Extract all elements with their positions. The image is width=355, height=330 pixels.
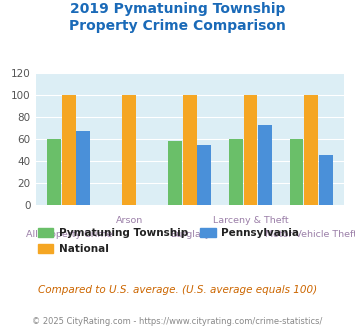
Text: Arson: Arson xyxy=(116,216,143,225)
Text: © 2025 CityRating.com - https://www.cityrating.com/crime-statistics/: © 2025 CityRating.com - https://www.city… xyxy=(32,317,323,326)
Bar xyxy=(258,125,272,205)
Bar xyxy=(304,95,318,205)
Bar xyxy=(62,95,76,205)
Text: Larceny & Theft: Larceny & Theft xyxy=(213,216,288,225)
Bar xyxy=(183,95,197,205)
Bar xyxy=(229,139,243,205)
Bar xyxy=(244,95,257,205)
Bar xyxy=(168,141,182,205)
Bar xyxy=(47,139,61,205)
Bar xyxy=(122,95,136,205)
Legend: Pymatuning Township, National, Pennsylvania: Pymatuning Township, National, Pennsylva… xyxy=(34,224,304,258)
Bar xyxy=(197,145,212,205)
Bar xyxy=(319,155,333,205)
Text: All Property Crime: All Property Crime xyxy=(26,230,112,239)
Text: Burglary: Burglary xyxy=(170,230,210,239)
Bar xyxy=(290,139,304,205)
Text: 2019 Pymatuning Township
Property Crime Comparison: 2019 Pymatuning Township Property Crime … xyxy=(69,2,286,33)
Text: Compared to U.S. average. (U.S. average equals 100): Compared to U.S. average. (U.S. average … xyxy=(38,285,317,295)
Bar xyxy=(76,131,90,205)
Text: Motor Vehicle Theft: Motor Vehicle Theft xyxy=(265,230,355,239)
